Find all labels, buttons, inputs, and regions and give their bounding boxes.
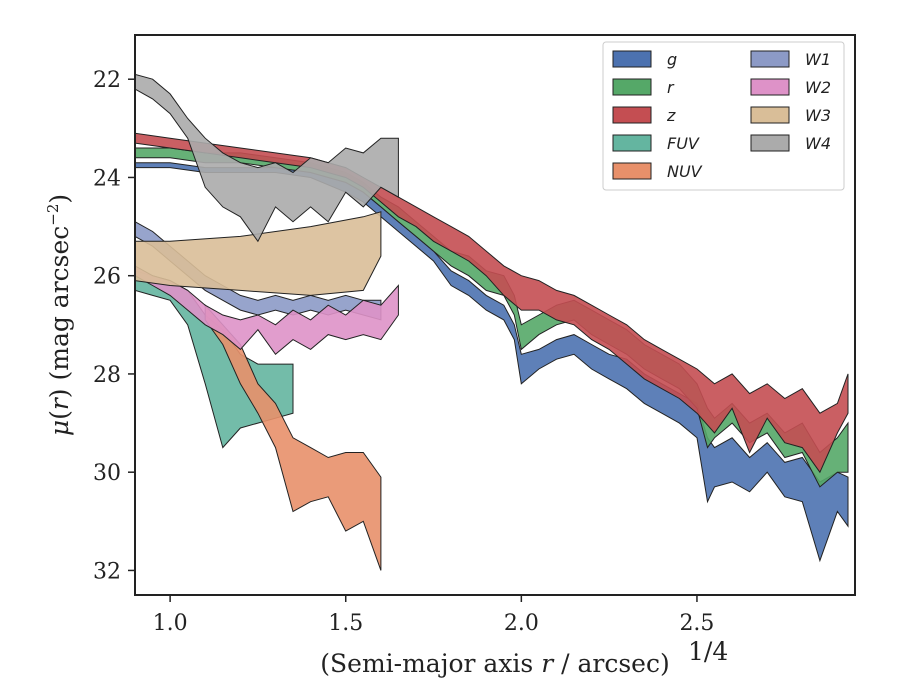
legend-label-nuv: NUV [667,162,703,181]
legend-label-w2: W2 [805,78,831,97]
x-tick-label: 1.0 [153,611,188,636]
x-tick-label: 1.5 [328,611,363,636]
legend-label-z: z [666,106,676,125]
legend-label-w4: W4 [805,134,831,153]
band-nuv [204,303,382,571]
band-w4 [135,73,399,243]
x-tick-label: 2.0 [504,611,539,636]
band-g [135,162,849,563]
legend-swatch-nuv [612,162,652,180]
legend-swatch-z [612,106,652,124]
legend-swatch-w3 [750,106,790,124]
legend-swatch-r [612,78,652,96]
y-axis-ticks: 22 24 26 28 30 32 [93,68,135,584]
x-axis-ticks: 1.0 1.5 2.0 2.5 [153,595,714,636]
legend-label-g: g [667,50,677,69]
legend-swatch-w4 [750,134,790,152]
legend-label-w1: W1 [805,50,831,69]
band-z [135,132,849,474]
y-tick-label: 28 [93,363,121,388]
plot-frame [134,34,856,596]
y-axis-label: μ(r) (mag arcsec−2) [44,194,74,436]
svg-text:1/4: 1/4 [688,637,728,666]
band-w3 [135,211,382,296]
legend-swatch-w2 [750,78,790,96]
legend-label-w3: W3 [805,106,831,125]
y-tick-label: 30 [93,461,121,486]
y-tick-label: 22 [93,68,121,93]
legend: grz FUV NUV W1 W2 W3 W4 [602,41,845,191]
legend-label-fuv: FUV [667,134,700,153]
y-tick-label: 32 [93,559,121,584]
legend-swatch-fuv [612,134,652,152]
y-tick-label: 26 [93,265,121,290]
svg-text:μ(r) (mag arcsec−2): μ(r) (mag arcsec−2) [44,194,74,436]
legend-swatch-w1 [750,50,790,68]
legend-label-r: r [667,78,675,97]
legend-swatch-g [612,50,652,68]
svg-text:(Semi-major axis r / arcsec): (Semi-major axis r / arcsec) [320,649,669,678]
series-bands [135,73,849,571]
y-tick-label: 24 [93,166,121,191]
x-tick-label: 2.5 [679,611,714,636]
band-w2 [135,265,399,356]
x-axis-label: (Semi-major axis r / arcsec) 1/4 [320,637,728,678]
